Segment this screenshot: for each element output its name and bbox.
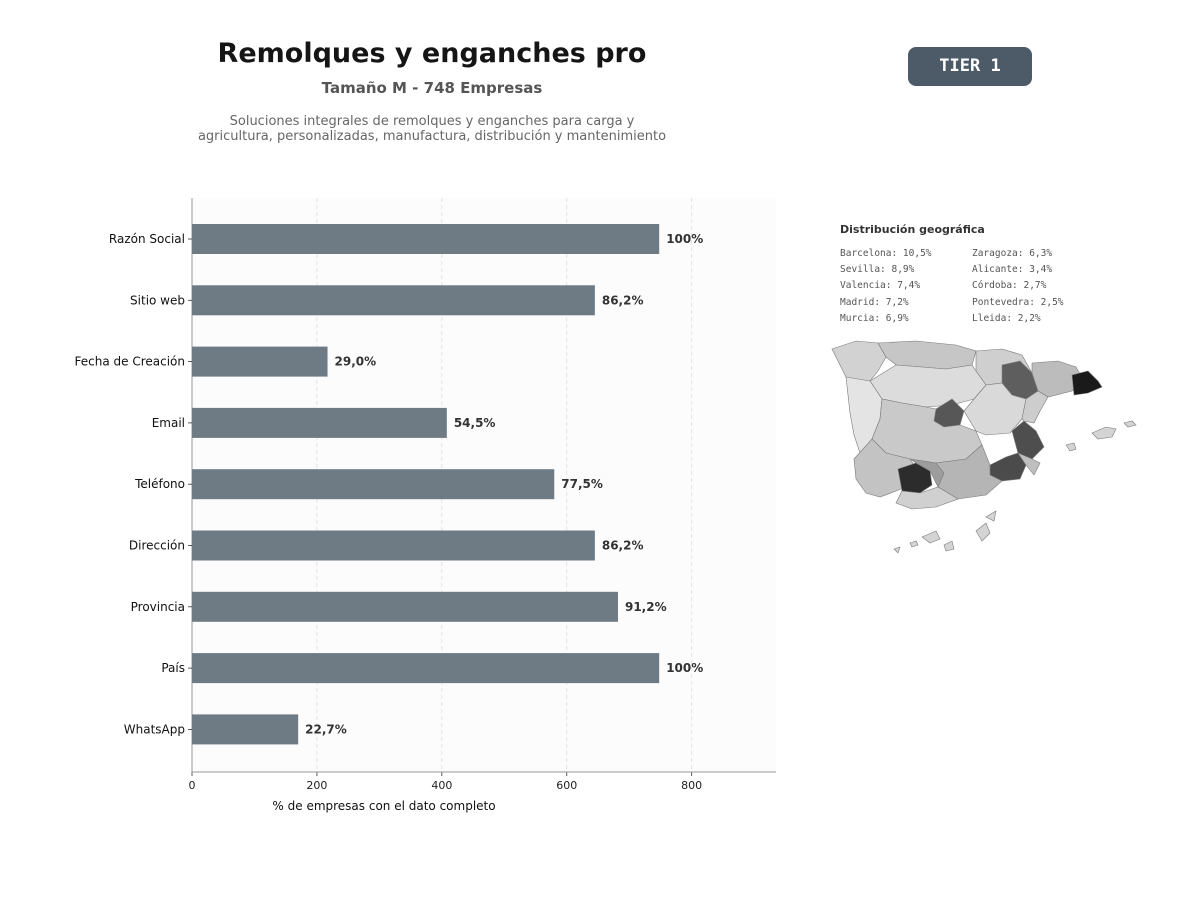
bar [192,591,618,622]
geo-entry: Zaragoza: 6,3% [972,248,1053,259]
geo-list-right: Zaragoza: 6,3% Alicante: 3,4% Córdoba: 2… [972,246,1064,327]
category-label: Provincia [131,600,185,614]
data-label: 100% [666,232,703,246]
bar [192,469,555,500]
map-region-north [877,340,977,370]
data-label: 86,2% [602,293,644,307]
data-label: 29,0% [335,355,377,369]
category-label: Razón Social [109,232,185,246]
geo-list-left: Barcelona: 10,5% Sevilla: 8,9% Valencia:… [840,246,932,327]
description-line-2: agricultura, personalizadas, manufactura… [197,129,667,144]
x-axis-title: % de empresas con el dato completo [272,799,495,813]
category-label: País [161,661,185,675]
bar [192,407,447,438]
completeness-bar-chart: 0 200 400 600 800 Razón Social 100% Sitio web 86… [75,198,776,813]
map-region-castellon [1021,390,1049,424]
bar [192,530,595,561]
x-tick-label: 0 [189,779,196,792]
spain-map [831,340,1137,554]
geo-entry: Murcia: 6,9% [840,312,909,324]
map-region-canaries [893,510,997,554]
data-label: 54,5% [454,416,496,430]
geo-entry: Barcelona: 10,5% [840,248,932,259]
page-title: Remolques y enganches pro [217,38,647,69]
geo-entry: Alicante: 3,4% [972,264,1053,276]
geo-entry: Valencia: 7,4% [840,280,921,292]
geo-entry: Madrid: 7,2% [840,296,909,308]
map-region-barcelona [1071,370,1103,396]
category-label: Email [152,416,185,430]
map-region-balearics [1065,420,1137,452]
map-region-andalusia-east [935,444,1003,500]
geo-title: Distribución geográfica [840,223,985,236]
page-description: Soluciones integrales de remolques y eng… [0,114,864,144]
data-label: 77,5% [561,477,603,491]
category-label: Teléfono [134,477,185,491]
x-tick-label: 800 [681,779,702,792]
geo-entry: Sevilla: 8,9% [840,264,915,276]
bar [192,346,328,377]
category-label: Sitio web [130,293,185,307]
data-label: 22,7% [305,722,347,736]
description-line-1: Soluciones integrales de remolques y eng… [229,114,635,129]
bar [192,285,595,316]
bar [192,714,299,745]
x-tick-label: 200 [306,779,327,792]
bar [192,653,660,684]
category-label: Fecha de Creación [75,355,185,369]
x-tick-label: 400 [431,779,452,792]
map-region-northwest [831,340,887,384]
data-label: 100% [666,661,703,675]
data-label: 91,2% [625,600,667,614]
geo-entry: Lleida: 2,2% [972,312,1041,324]
bar [192,224,660,254]
map-region-alicante [1017,452,1041,476]
geo-entry: Pontevedra: 2,5% [972,296,1064,308]
geo-entry: Córdoba: 2,7% [972,280,1047,292]
map-region-catalonia [1031,360,1085,398]
data-label: 86,2% [602,539,644,553]
map-region-south-coast [895,486,959,510]
tier-badge: TIER 1 [908,47,1032,86]
category-label: Dirección [129,539,185,553]
category-label: WhatsApp [124,722,185,736]
page-subtitle: Tamaño M - 748 Empresas [321,79,543,97]
x-tick-label: 600 [556,779,577,792]
